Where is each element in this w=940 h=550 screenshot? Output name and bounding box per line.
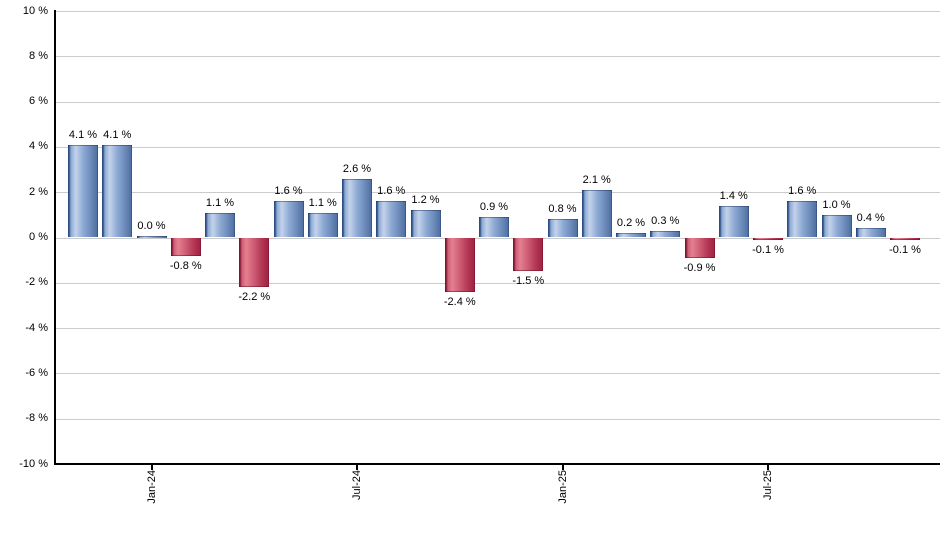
y-gridline — [55, 328, 940, 330]
y-axis-tick-label: 6 % — [29, 95, 48, 108]
bar-value-label: -2.2 % — [238, 291, 271, 304]
y-gridline — [55, 146, 940, 148]
bar-value-label: 0.9 % — [479, 201, 509, 214]
bar-positive — [718, 205, 749, 238]
bar-value-label: 0.3 % — [651, 214, 680, 227]
bar-value-label: 4.1 % — [68, 128, 98, 141]
bar-value-label: 1.1 % — [308, 196, 337, 209]
bar-negative — [513, 237, 544, 272]
bar-positive — [102, 144, 133, 238]
y-gridline — [55, 373, 940, 375]
x-axis-line — [54, 463, 940, 465]
bar-value-label: 2.6 % — [342, 162, 372, 175]
bar-positive — [855, 228, 886, 238]
x-axis-tick-label: Jul-24 — [351, 470, 363, 500]
bar-value-label: 1.6 % — [377, 185, 406, 198]
bar-positive — [342, 178, 372, 238]
y-axis-line — [54, 10, 56, 465]
x-tick-mark — [561, 464, 564, 470]
bar-positive — [479, 217, 509, 238]
y-gridline — [55, 11, 940, 12]
bar-positive — [616, 232, 646, 238]
bar-value-label: 1.1 % — [205, 196, 235, 209]
bar-value-label: 0.4 % — [856, 212, 885, 225]
y-gridline — [55, 418, 940, 420]
bar-negative — [890, 237, 920, 240]
x-axis-tick-label: Jan-25 — [556, 470, 569, 504]
bar-positive — [273, 201, 304, 238]
bar-value-label: -1.5 % — [512, 275, 545, 288]
bar-value-label: -0.1 % — [889, 243, 921, 256]
y-axis-tick-label: 2 % — [29, 185, 48, 198]
bar-value-label: -0.9 % — [683, 261, 716, 274]
y-gridline — [55, 56, 940, 58]
bar-value-label: 1.2 % — [411, 194, 440, 207]
bar-positive — [650, 230, 681, 238]
bar-value-label: -0.8 % — [169, 259, 202, 272]
y-axis-tick-label: -4 % — [25, 321, 48, 334]
y-gridline — [55, 282, 940, 284]
bar-positive — [376, 201, 407, 238]
bar-positive — [547, 219, 578, 238]
y-axis-tick-label: 4 % — [29, 140, 48, 153]
bar-negative — [753, 237, 783, 240]
bar-value-label: 0.2 % — [616, 216, 646, 229]
y-gridline — [55, 192, 940, 194]
y-axis-tick-label: 8 % — [29, 49, 48, 62]
bar-positive — [410, 210, 441, 238]
bar-value-label: 1.0 % — [822, 198, 851, 211]
y-axis-tick-label: 0 % — [29, 231, 48, 243]
bar-negative — [239, 237, 270, 288]
bar-value-label: 1.4 % — [719, 189, 748, 202]
bar-value-label: -0.1 % — [752, 243, 784, 256]
bar-positive — [581, 189, 612, 238]
bar-value-label: 1.6 % — [274, 185, 303, 198]
bar-value-label: 0.8 % — [548, 203, 577, 216]
bar-positive — [821, 214, 852, 238]
bar-positive — [205, 212, 235, 238]
y-gridline — [55, 101, 940, 103]
y-axis-tick-label: -10 % — [19, 457, 48, 470]
bar-positive — [68, 144, 98, 238]
bar-positive — [136, 236, 167, 238]
bar-value-label: -2.4 % — [443, 295, 476, 308]
bar-positive — [787, 201, 818, 238]
x-tick-mark — [767, 464, 769, 470]
bar-negative — [684, 237, 715, 258]
y-axis-tick-label: 10 % — [22, 4, 48, 17]
y-axis-tick-label: -6 % — [25, 366, 48, 379]
bar-value-label: 0.0 % — [137, 220, 166, 232]
bar-negative — [444, 237, 475, 292]
bar-value-label: 2.1 % — [582, 173, 611, 186]
x-axis-tick-label: Jan-24 — [145, 470, 158, 504]
y-gridline — [55, 237, 940, 239]
y-axis-tick-label: -8 % — [25, 412, 48, 425]
x-axis-tick-label: Jul-25 — [762, 470, 774, 500]
bar-value-label: 1.6 % — [788, 185, 817, 198]
x-tick-mark — [150, 464, 153, 470]
y-axis-tick-label: -2 % — [25, 276, 48, 289]
x-tick-mark — [356, 464, 358, 470]
bar-value-label: 4.1 % — [103, 128, 132, 141]
bar-positive — [307, 212, 338, 238]
bar-negative — [170, 237, 201, 256]
